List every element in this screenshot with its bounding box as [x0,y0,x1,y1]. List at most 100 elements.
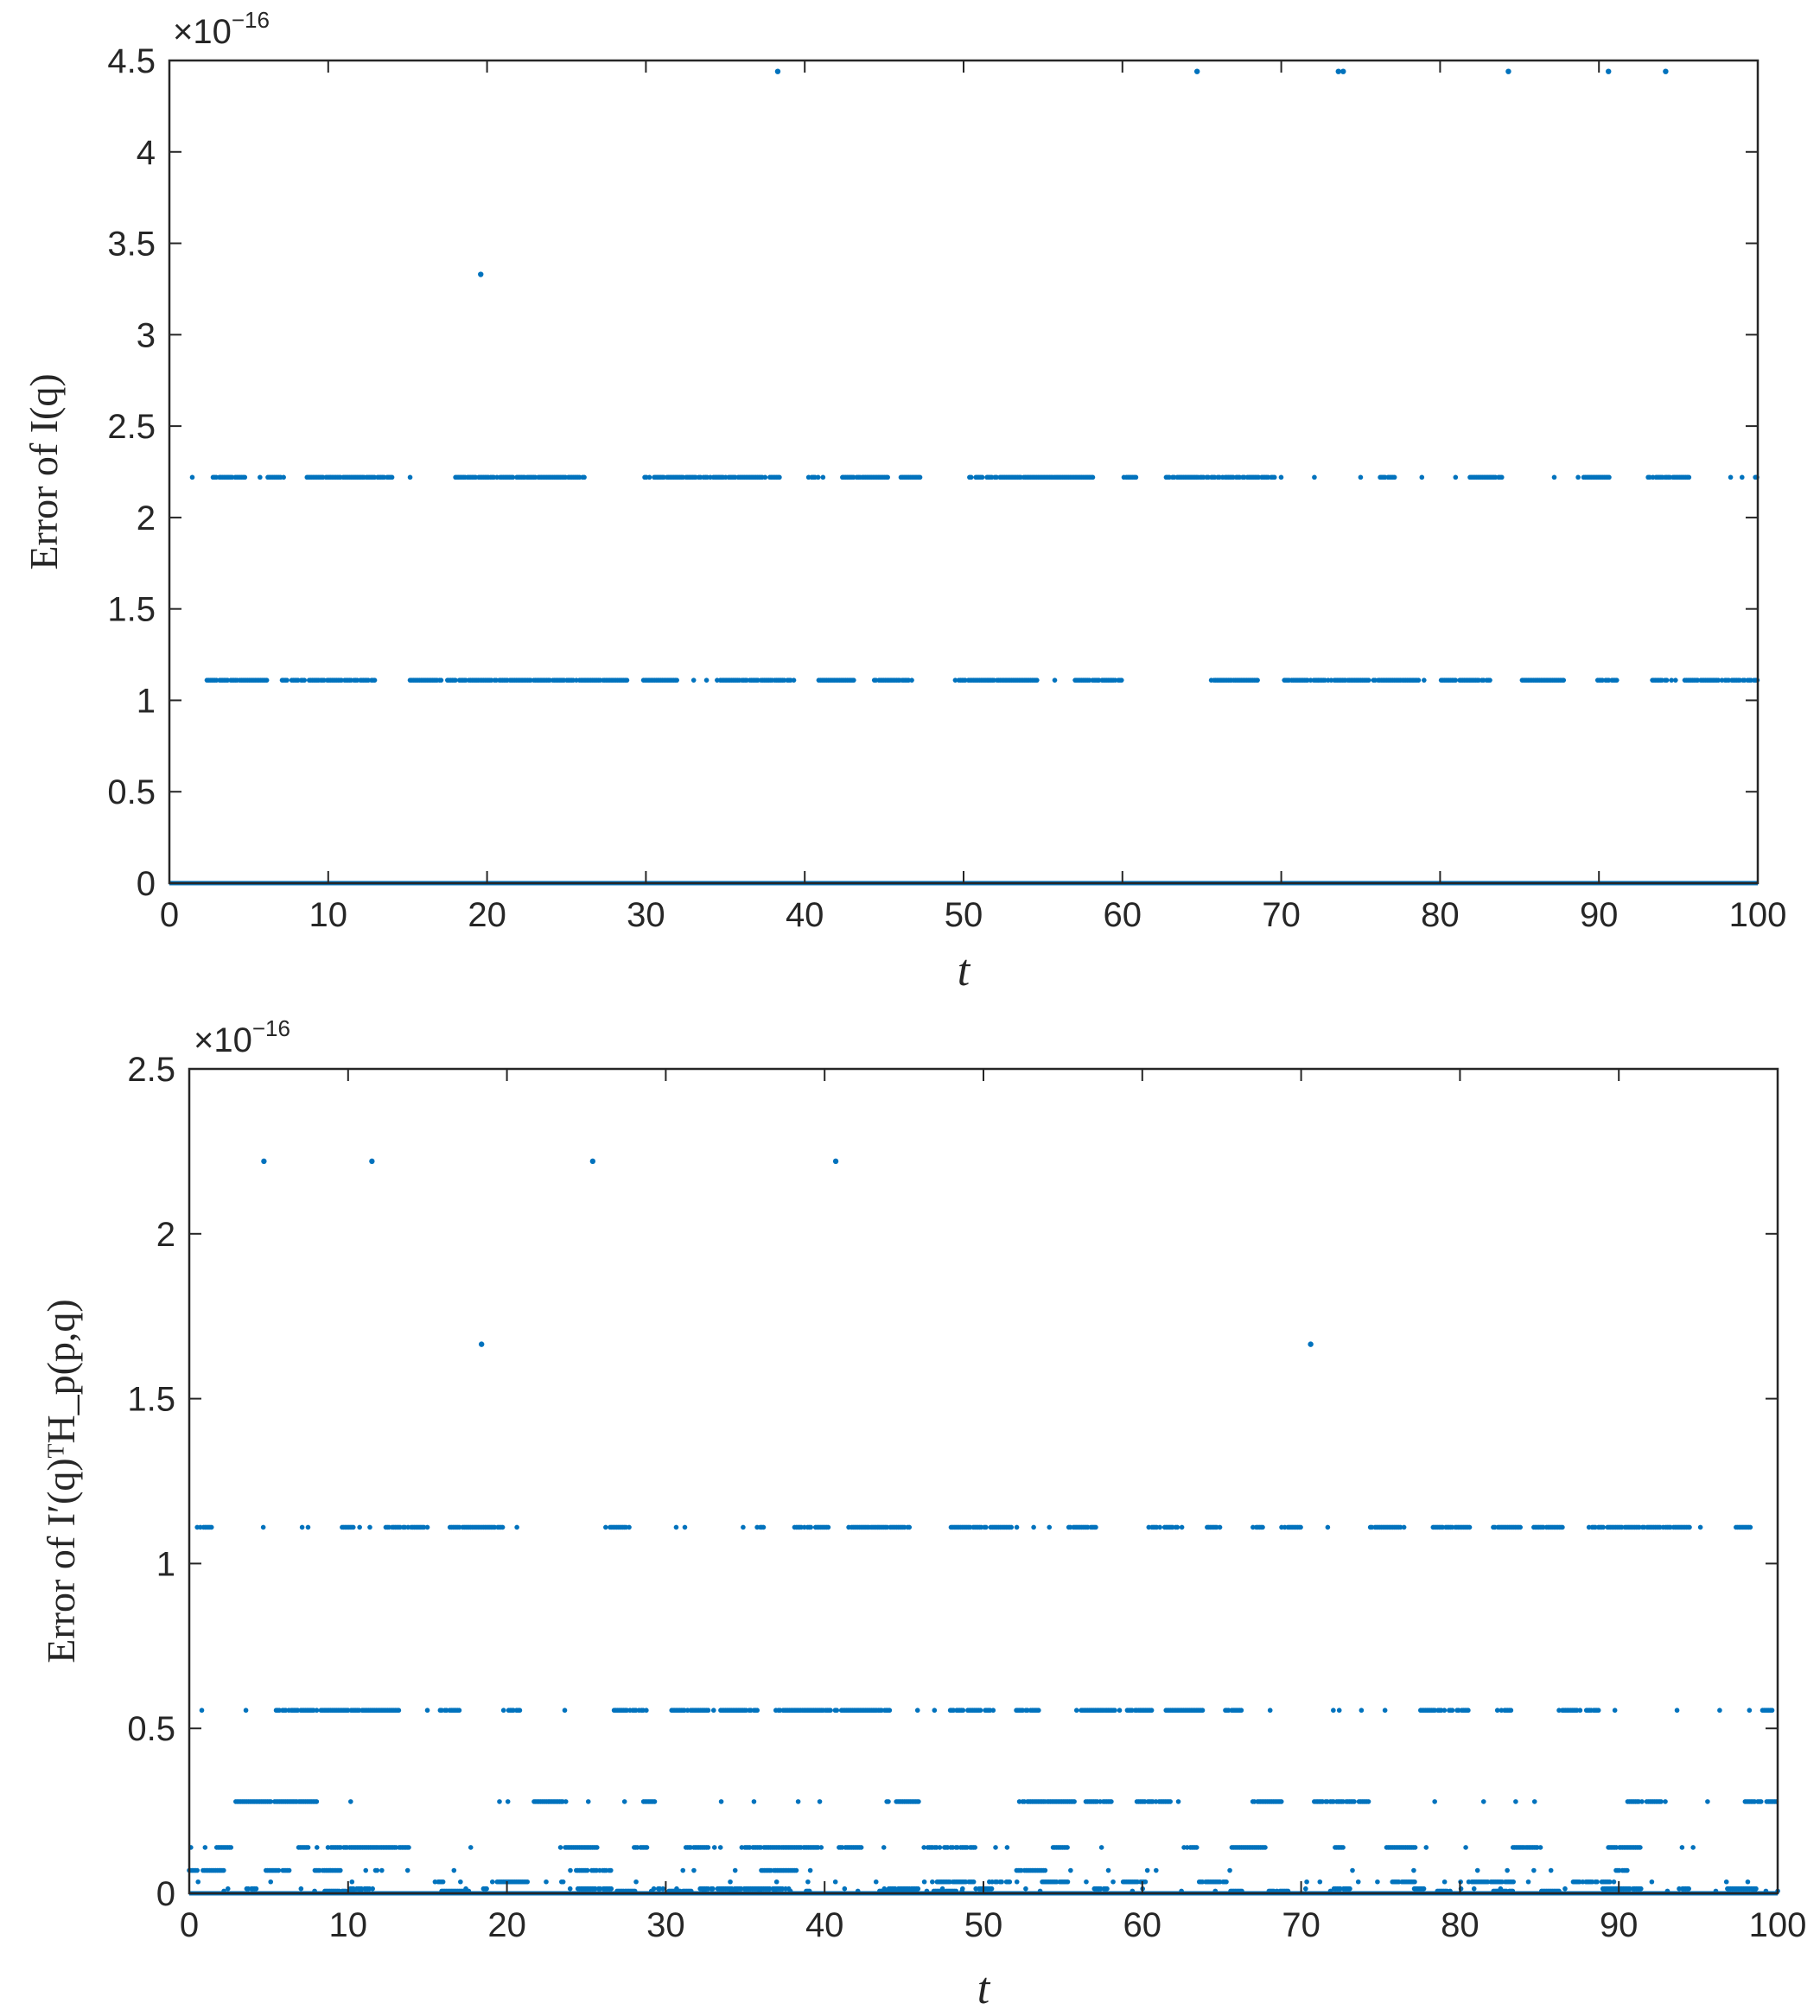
top-data-point [1312,474,1317,480]
bottom-data-point [907,1524,913,1530]
bottom-data-point [644,1845,650,1850]
bottom-data-point [621,1799,627,1804]
top-data-point [582,474,587,480]
top-data-points [169,68,1760,886]
bottom-data-point [1065,1879,1071,1885]
top-x-tick-label: 40 [786,896,824,934]
bottom-data-point [589,1158,596,1165]
top-data-point [438,677,444,683]
bottom-data-point [1072,1799,1077,1804]
bottom-data-point [1466,1708,1471,1714]
top-y-tick-label: 0.5 [107,773,156,811]
bottom-data-point [567,1886,573,1892]
bottom-data-point [939,1886,945,1892]
bottom-data-point [348,1799,353,1804]
bottom-y-tick-label: 2.5 [127,1051,175,1089]
bottom-data-point [1556,1708,1562,1714]
bottom-data-point [1304,1879,1309,1885]
bottom-data-point [959,1886,965,1892]
top-y-tick-label: 3 [137,316,156,354]
bottom-data-point [1697,1524,1703,1530]
bottom-data-point [505,1799,511,1804]
bottom-data-point [1144,1867,1150,1873]
bottom-data-point [421,1524,427,1530]
top-y-tick-label: 2.5 [107,408,156,446]
top-data-point [1607,474,1612,480]
top-data-point [1715,677,1721,683]
top-data-point [258,474,263,480]
bottom-data-point [921,1879,927,1885]
bottom-data-point [710,1708,716,1714]
top-data-point [407,474,413,480]
bottom-data-point [1068,1867,1073,1873]
top-data-point [1728,474,1734,480]
top-data-point [909,677,914,683]
bottom-data-point [1412,1845,1418,1850]
bottom-data-point [808,1524,813,1530]
bottom-x-axis-title: t [977,1964,991,2013]
bottom-data-point [1449,1708,1455,1714]
top-data-point [952,677,958,683]
bottom-data-point [253,1886,259,1892]
bottom-y-tick-label: 1.5 [127,1381,175,1419]
bottom-data-point [195,1879,201,1885]
bottom-data-point [627,1524,632,1530]
top-y-tick-label: 2 [137,499,156,537]
bottom-data-point [199,1708,205,1714]
bottom-data-point [1004,1845,1010,1850]
bottom-data-point [741,1524,746,1530]
top-data-point [703,677,710,683]
bottom-data-point [932,1708,938,1714]
bottom-data-point [268,1879,274,1885]
bottom-data-points [187,1158,1780,1896]
bottom-data-point [585,1799,591,1804]
bottom-data-point [1441,1879,1448,1885]
bottom-data-point [1355,1879,1361,1885]
top-data-point [1606,68,1612,74]
top-data-point [1278,474,1284,480]
bottom-data-point [1411,1867,1416,1873]
bottom-y-ticks: 0 0.5 1 1.5 2 2.5 [127,1051,1778,1913]
bottom-data-point [1401,1524,1407,1530]
top-data-point [372,677,378,683]
bottom-data-point [1260,1524,1265,1530]
top-data-point [1419,474,1425,480]
bottom-data-point [1217,1524,1223,1530]
bottom-data-point [225,1886,231,1892]
bottom-data-point [1157,1524,1162,1530]
bottom-data-point [314,1845,320,1850]
bottom-data-point [760,1524,767,1530]
bottom-x-ticks: 0 10 20 30 40 50 60 70 80 90 100 [180,1069,1807,1944]
top-x-tick-label: 10 [309,896,348,934]
chart-bottom: 0 10 20 30 40 50 60 70 80 90 100 0 0.5 1 1.5 2 2.5 ×10−… [39,1015,1806,2013]
top-data-point [994,474,999,480]
bottom-data-point [674,1886,679,1892]
bottom-data-point [1747,1524,1753,1530]
bottom-data-point [338,1867,343,1873]
top-data-point [815,474,821,480]
bottom-y-multiplier: ×10−16 [194,1015,290,1059]
bottom-data-point [1179,1524,1185,1530]
bottom-data-point [243,1708,249,1714]
bottom-data-point [1298,1524,1303,1530]
bottom-data-point [915,1886,921,1892]
top-data-point [885,474,890,480]
bottom-x-tick-label: 100 [1749,1906,1807,1944]
top-x-axis-title: t [958,946,971,995]
bottom-data-point [1365,1799,1371,1804]
top-data-point [264,677,270,683]
bottom-data-point [887,1708,893,1714]
top-data-point [1664,677,1670,683]
bottom-data-point [1594,1879,1600,1885]
bottom-y-axis-title: Error of I′(q)ᵀH_p(p,q) [39,1299,83,1663]
bottom-x-tick-label: 30 [646,1906,685,1944]
bottom-data-point [1498,1886,1504,1892]
bottom-x-tick-label: 10 [329,1906,368,1944]
bottom-data-point [557,1845,563,1850]
bottom-data-point [1612,1708,1618,1714]
bottom-data-point [1639,1886,1644,1892]
bottom-data-point [828,1708,833,1714]
bottom-data-point [525,1879,531,1885]
top-data-point [820,474,826,480]
